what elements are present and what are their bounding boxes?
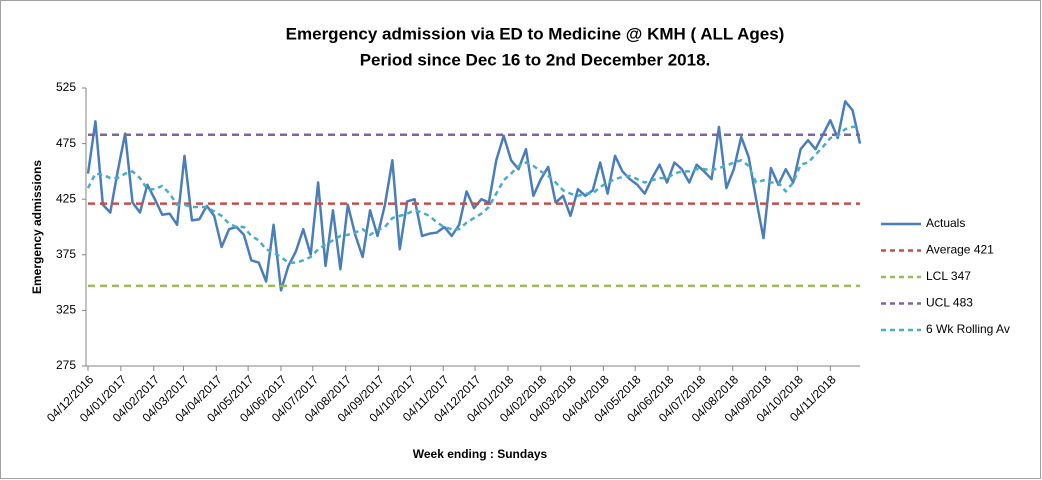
legend-label: Average 421 <box>926 243 994 257</box>
x-axis-label: Week ending : Sundays <box>413 447 548 461</box>
legend-label: UCL 483 <box>926 296 973 310</box>
y-tick-label: 525 <box>56 80 76 94</box>
y-tick-label: 475 <box>56 136 76 150</box>
chart-subtitle: Period since Dec 16 to 2nd December 2018… <box>360 50 711 69</box>
chart-title: Emergency admission via ED to Medicine @… <box>286 24 785 43</box>
y-tick-label: 275 <box>56 358 76 372</box>
series-line <box>86 125 860 264</box>
y-tick-label: 375 <box>56 247 76 261</box>
legend-label: LCL 347 <box>926 269 971 283</box>
y-tick-label: 325 <box>56 303 76 317</box>
legend-label: Actuals <box>926 216 965 230</box>
series-line <box>86 100 862 292</box>
legend-label: 6 Wk Rolling Av <box>926 322 1010 336</box>
y-tick-label: 425 <box>56 191 76 205</box>
y-axis-label: Emergency admissions <box>30 160 44 294</box>
